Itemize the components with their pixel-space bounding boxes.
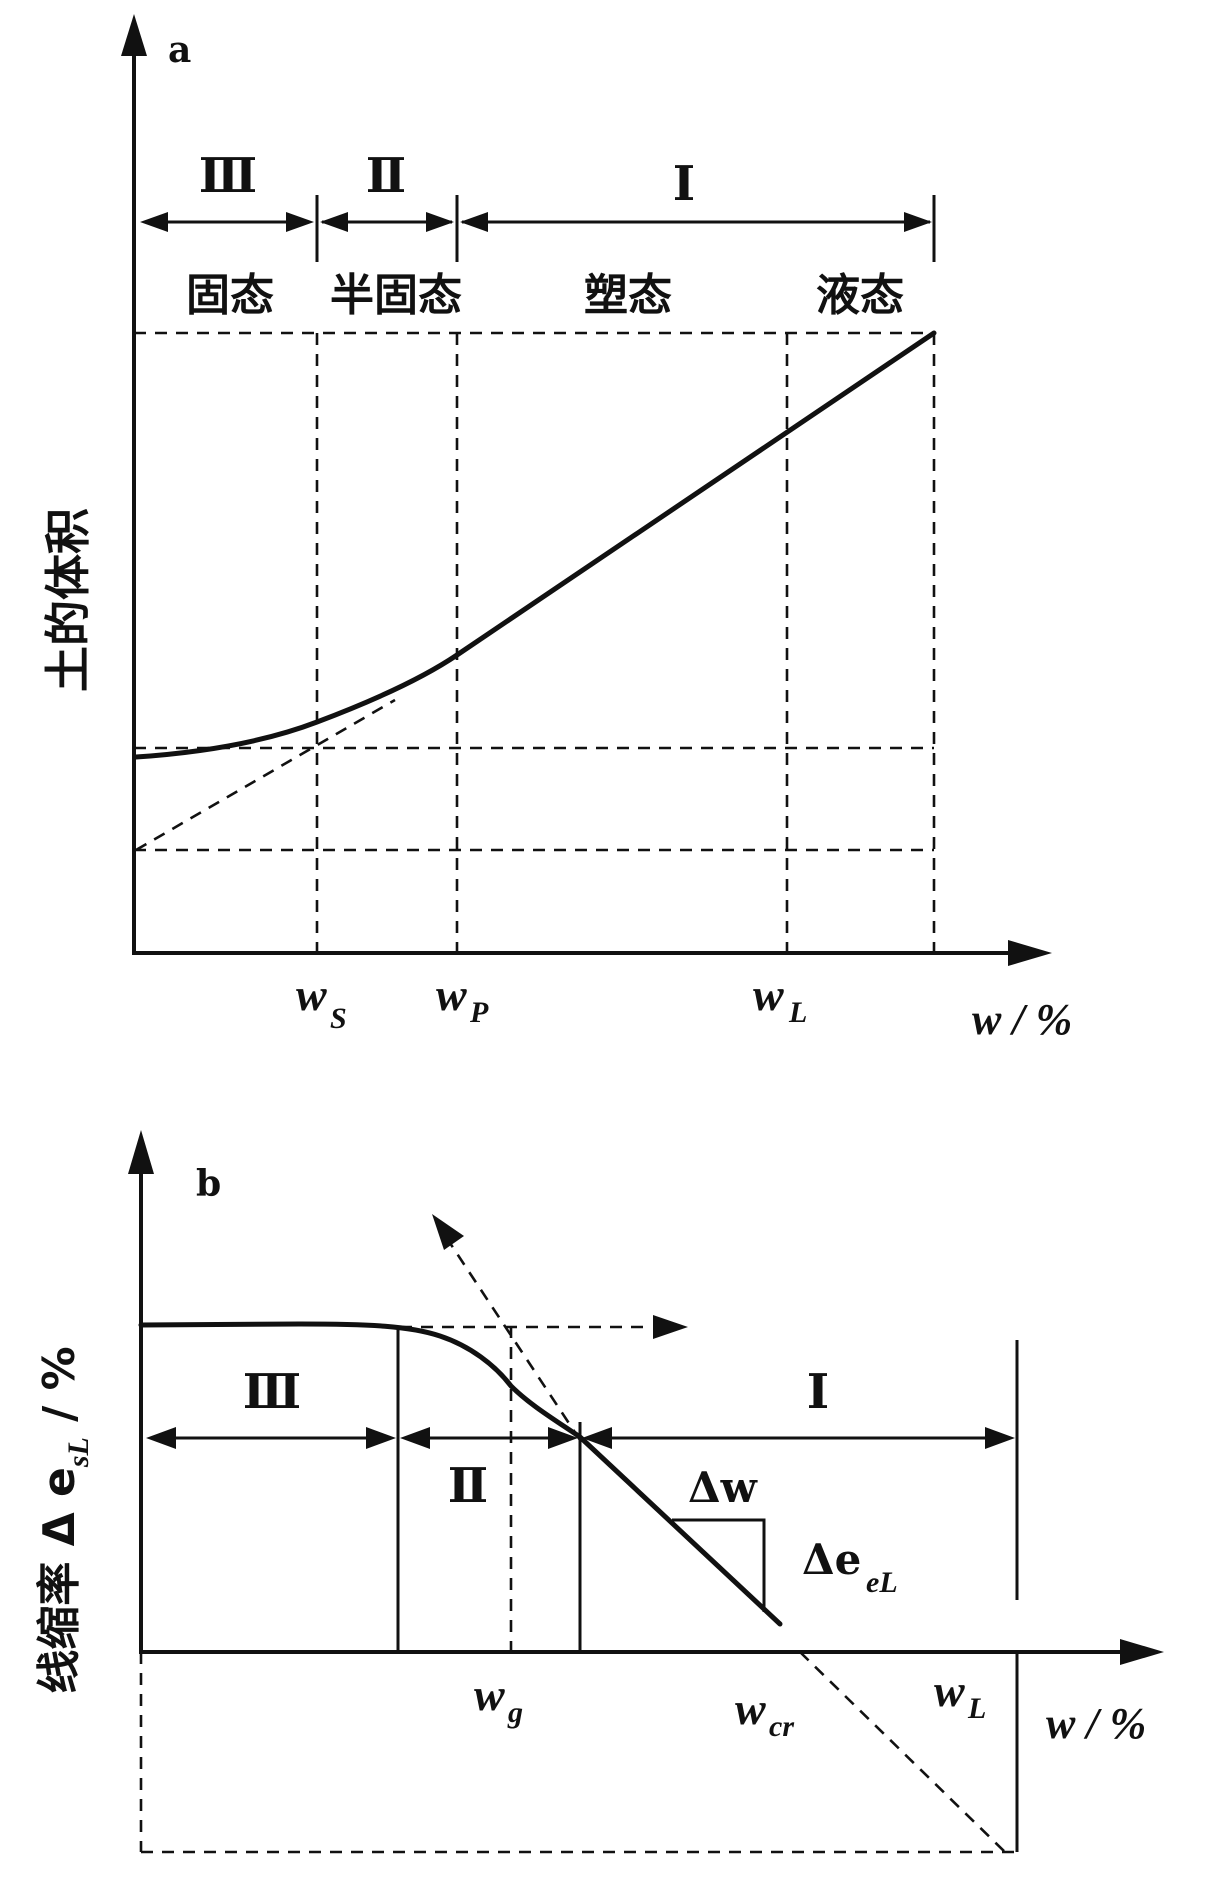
panel-b-slope-triangle	[672, 1518, 766, 1612]
panel-a-tick-wp-sub: P	[469, 996, 489, 1029]
panel-b: b 线缩率 Δ esL / %	[34, 1130, 1164, 1854]
panel-b-delta-e-main: Δe	[802, 1535, 861, 1584]
panel-b-tick-wcr-sub: cr	[769, 1710, 794, 1743]
panel-b-slope-dash-arrow	[432, 1214, 464, 1250]
panel-a-tick-ws: w S	[296, 969, 347, 1035]
panel-a-state-plastic: 塑态	[584, 270, 672, 321]
panel-a-region-ii-numeral: Ⅱ	[366, 148, 406, 204]
panel-b-bracket-iii-left-head	[146, 1427, 176, 1449]
panel-a-bracket-ii-left-head	[320, 212, 348, 232]
panel-b-tick-wl-sub: L	[967, 1692, 986, 1725]
panel-a-tick-wl-main: w	[753, 969, 784, 1020]
panel-b-tick-wcr-main: w	[735, 1683, 766, 1734]
panel-a-state-solid: 固态	[186, 270, 274, 321]
panel-a-bracket-ii-right-head	[426, 212, 454, 232]
panel-a-tick-ws-main: w	[296, 969, 327, 1020]
panel-b-y-arrow	[128, 1130, 154, 1174]
panel-b-horizontal-dash-arrow	[653, 1315, 688, 1339]
panel-b-y-label-unit: / %	[34, 1346, 85, 1437]
panel-a-y-arrow	[121, 14, 147, 56]
panel-a-y-axis-label: 土的体积	[41, 508, 95, 692]
panel-b-slope-dash-up	[446, 1239, 582, 1441]
panel-b-tick-wg-sub: g	[507, 1696, 523, 1729]
panel-a-x-axis-label: w / %	[972, 995, 1072, 1044]
panel-b-bracket-i-left-head	[582, 1427, 612, 1449]
panel-b-region-ii-numeral: Ⅱ	[448, 1458, 488, 1514]
panel-b-bracket-ii-right-head	[548, 1427, 578, 1449]
panel-a: a 土的体积 Ⅲ Ⅱ Ⅰ 固态 半固态 塑态 液态	[41, 14, 1072, 1044]
svg-text:线缩率 Δ esL / %: 线缩率 Δ esL / %	[34, 1346, 95, 1693]
panel-b-shrinkage-curve	[138, 1321, 783, 1627]
panel-a-bracket-iii-left-head	[140, 212, 168, 232]
panel-b-tick-wl-main: w	[934, 1665, 965, 1716]
panel-b-slope-dash-down	[799, 1651, 1006, 1853]
panel-b-delta-w: Δw	[688, 1463, 758, 1512]
panel-b-tick-wcr: w cr	[735, 1683, 794, 1743]
panel-a-bracket-iii-right-head	[286, 212, 314, 232]
panel-b-y-label-main: 线缩率 Δ e	[34, 1467, 85, 1694]
panel-b-region-iii-numeral: Ⅲ	[243, 1364, 301, 1420]
panel-a-bracket-i-left-head	[460, 212, 488, 232]
panel-b-y-label-sub: sL	[62, 1437, 95, 1468]
panel-b-region-i-numeral: Ⅰ	[807, 1364, 829, 1420]
panel-a-state-liquid: 液态	[816, 270, 904, 321]
panel-a-tick-wp-main: w	[436, 969, 467, 1020]
panel-b-bracket-i-right-head	[985, 1427, 1015, 1449]
panel-b-tick-wg: w g	[474, 1669, 523, 1729]
panel-a-letter: a	[168, 29, 191, 71]
panel-a-bracket-i-right-head	[904, 212, 932, 232]
panel-b-tick-wl: w L	[934, 1665, 986, 1725]
panel-b-x-axis-label: w / %	[1046, 1699, 1146, 1748]
panel-a-tick-wl-sub: L	[788, 996, 807, 1029]
panel-a-state-semisolid: 半固态	[330, 270, 462, 321]
panel-a-x-arrow	[1008, 940, 1052, 966]
panel-a-region-iii-numeral: Ⅲ	[199, 148, 257, 204]
panel-b-tick-wg-main: w	[474, 1669, 505, 1720]
panel-b-letter: b	[196, 1163, 221, 1205]
panel-b-delta-e-sub: eL	[866, 1566, 898, 1599]
panel-a-tangent-dash	[135, 698, 396, 852]
panel-b-x-arrow	[1120, 1639, 1164, 1665]
panel-b-bracket-iii-right-head	[366, 1427, 396, 1449]
panel-b-bracket-ii-left-head	[400, 1427, 430, 1449]
panel-a-volume-curve	[133, 330, 937, 760]
panel-b-delta-e: Δe eL	[802, 1535, 898, 1599]
panel-a-tick-ws-sub: S	[330, 1002, 347, 1035]
panel-a-region-i-numeral: Ⅰ	[673, 156, 695, 212]
panel-b-y-axis-label: 线缩率 Δ esL / %	[34, 1346, 95, 1693]
panel-a-tick-wl: w L	[753, 969, 807, 1029]
panel-a-tick-wp: w P	[436, 969, 489, 1029]
